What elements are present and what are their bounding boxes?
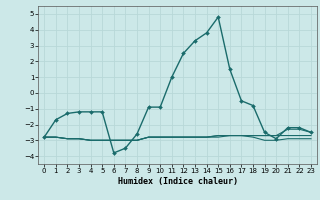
X-axis label: Humidex (Indice chaleur): Humidex (Indice chaleur) (118, 177, 238, 186)
